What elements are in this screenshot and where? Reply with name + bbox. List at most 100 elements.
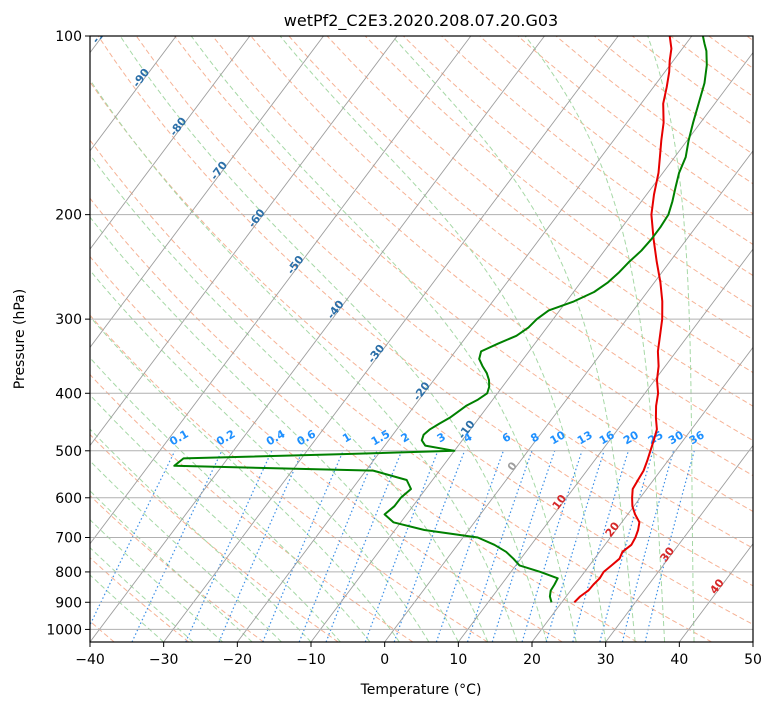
moist-adiabat xyxy=(524,36,666,642)
isotherm-line xyxy=(90,36,324,349)
isotherm-label: -80 xyxy=(167,115,190,139)
y-tick-label: 200 xyxy=(55,208,82,224)
moist-adiabat xyxy=(119,36,548,642)
y-tick-label: 300 xyxy=(55,312,82,328)
dry-adiabat xyxy=(174,36,753,512)
isotherm-label: -70 xyxy=(208,159,231,183)
moist-adiabat xyxy=(90,357,371,642)
isotherm-label: -30 xyxy=(365,342,388,366)
isotherm-label: -50 xyxy=(284,253,307,277)
y-tick-label: 400 xyxy=(55,386,82,402)
mixing-ratio-line xyxy=(218,450,304,642)
y-tick-label: 700 xyxy=(55,531,82,547)
dry-adiabat xyxy=(90,314,488,642)
isotherm-line xyxy=(384,150,753,642)
isotherm-label: 8 xyxy=(528,430,541,445)
plot-frame xyxy=(89,35,754,643)
dry-adiabat xyxy=(90,255,563,642)
isotherm-label: 2 xyxy=(399,430,412,445)
dry-adiabat xyxy=(326,36,753,374)
isotherm-label: 0 xyxy=(505,459,520,473)
dry-adiabat xyxy=(479,36,753,245)
isotherm-line xyxy=(90,36,398,447)
moist-adiabat xyxy=(90,315,400,642)
skewed-isotherms xyxy=(90,36,753,642)
dewpoint-profile xyxy=(173,36,708,603)
isotherm-line xyxy=(310,51,753,642)
dry-adiabat xyxy=(90,433,339,642)
y-tick-label: 100 xyxy=(55,29,82,45)
isotherm-label: 20 xyxy=(621,428,641,447)
dry-adiabat xyxy=(746,36,753,42)
y-tick-label: 600 xyxy=(55,491,82,507)
isotherm-label: 30 xyxy=(666,428,686,447)
y-tick-label: 500 xyxy=(55,444,82,460)
isotherm-label: 0.1 xyxy=(167,427,190,448)
dry-adiabat xyxy=(441,36,753,277)
isotherm-label: 4 xyxy=(461,430,474,445)
x-axis-title: Temperature (°C) xyxy=(360,682,482,698)
moist-adiabat xyxy=(90,428,312,642)
isotherm-label: -20 xyxy=(411,379,434,403)
isotherm-label: 6 xyxy=(500,430,513,445)
isotherm-label: -100 xyxy=(89,16,116,46)
y-tick-label: 900 xyxy=(55,595,82,611)
moist-adiabat xyxy=(647,36,695,642)
isotherm-label: -60 xyxy=(246,206,269,230)
isotherm-line xyxy=(605,444,753,642)
mixing-ratio-line xyxy=(644,450,695,642)
dry-adiabat xyxy=(90,139,712,642)
mixing-ratio-line xyxy=(325,450,403,642)
x-tick-label: 40 xyxy=(670,652,688,668)
mixing-ratio-line xyxy=(298,450,378,642)
moist-adiabat xyxy=(190,36,577,642)
dry-adiabat xyxy=(250,36,753,442)
dry-adiabat xyxy=(212,36,753,477)
x-tick-label: 0 xyxy=(380,652,389,668)
moist-adiabat xyxy=(90,216,459,642)
isotherm-label: 13 xyxy=(575,428,595,447)
chart-title: wetPf2_C2E3.2020.208.07.20.G03 xyxy=(284,11,558,31)
plot-area: -100-90-80-70-60-50-40-30-20-100.1 0.2 0.4… xyxy=(89,16,753,642)
isotherm-line xyxy=(678,543,753,642)
x-tick-label: 30 xyxy=(597,652,615,668)
isotherm-line xyxy=(236,36,693,642)
mixing-ratio-line xyxy=(262,450,344,642)
dry-adiabat xyxy=(403,36,753,308)
moist-adiabat xyxy=(90,269,430,642)
isotherm-line xyxy=(531,346,753,642)
dry-adiabat xyxy=(90,494,264,642)
x-tick-label: 10 xyxy=(449,652,467,668)
isotherm-label: 1.5 xyxy=(369,427,392,448)
sounding-profiles xyxy=(173,36,708,604)
x-tick-label: 20 xyxy=(523,652,541,668)
moist-adiabat xyxy=(279,36,607,642)
mixing-ratio-line xyxy=(621,450,675,642)
isotherm-label: 16 xyxy=(597,428,617,447)
moist-adiabat xyxy=(90,394,341,642)
isotherm-line xyxy=(752,641,753,642)
y-tick-label: 800 xyxy=(55,565,82,581)
x-tick-label: −40 xyxy=(75,652,105,668)
dry-adiabat xyxy=(708,36,753,69)
dry-adiabat xyxy=(90,197,638,642)
dry-adiabat xyxy=(90,81,753,625)
x-tick-label: −10 xyxy=(296,652,326,668)
isotherm-line xyxy=(163,36,619,642)
isotherm-label: 1 xyxy=(340,430,353,445)
y-axis-title: Pressure (hPa) xyxy=(12,289,28,389)
isotherm-label: 0.4 xyxy=(264,427,288,448)
dry-adiabat xyxy=(97,36,753,587)
isotherm-line xyxy=(90,36,177,152)
moist-adiabat xyxy=(391,36,636,642)
temperature-profile xyxy=(573,36,673,604)
y-tick-label: 1000 xyxy=(46,622,82,638)
mixing-ratio-line xyxy=(521,450,583,642)
isotherm-line xyxy=(457,248,753,642)
mixing-ratio-line xyxy=(364,450,439,642)
mixing-ratio-line xyxy=(435,450,504,642)
moist-adiabat xyxy=(90,78,518,642)
moist-adiabat xyxy=(90,460,282,642)
mixing-ratio-line xyxy=(599,450,654,642)
